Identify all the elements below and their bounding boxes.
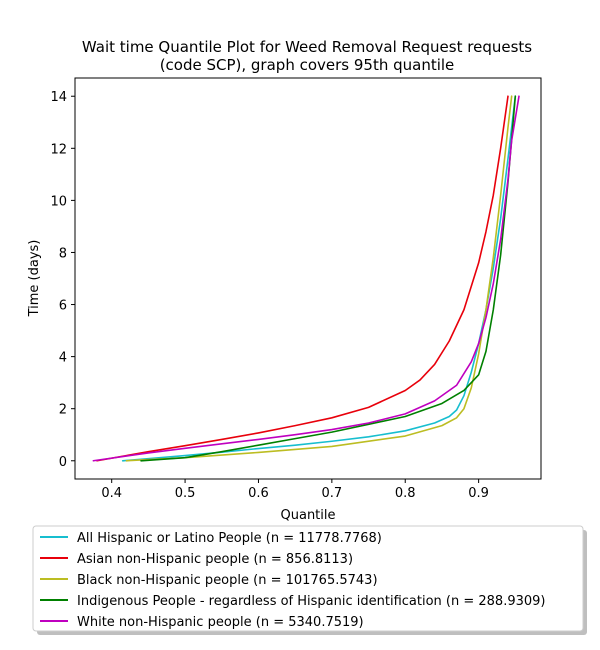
y-tick-label: 4: [59, 351, 67, 366]
series-line-4: [92, 95, 520, 462]
legend-label-0: All Hispanic or Latino People (n = 11778…: [77, 531, 382, 546]
y-tick-label: 12: [50, 142, 67, 157]
x-axis: 0.4 0.5 0.6 0.7 0.8 0.9: [101, 479, 489, 501]
series-line-2: [125, 95, 513, 462]
series-line-1: [96, 95, 509, 462]
x-tick-label: 0.8: [395, 486, 416, 501]
y-axis-label: Time (days): [27, 240, 42, 318]
y-tick-label: 0: [59, 455, 67, 470]
chart-title-line-1: Wait time Quantile Plot for Weed Removal…: [82, 38, 532, 56]
x-tick-label: 0.7: [322, 486, 343, 501]
legend-box: [32, 525, 584, 632]
x-axis-label: Quantile: [281, 508, 336, 523]
plot-frame: [74, 77, 542, 480]
y-tick-label: 8: [59, 246, 67, 261]
legend-label-2: Black non-Hispanic people (n = 101765.57…: [77, 573, 378, 588]
y-axis: 0 2 4 6 8 10 12 14: [50, 90, 75, 470]
plot-lines: [92, 95, 520, 462]
x-tick-label: 0.6: [248, 486, 269, 501]
series-line-3: [140, 95, 517, 462]
chart-title-line-2: (code SCP), graph covers 95th quantile: [160, 56, 455, 74]
legend-label-3: Indigenous People - regardless of Hispan…: [77, 594, 546, 609]
x-tick-label: 0.9: [468, 486, 489, 501]
legend-label-4: White non-Hispanic people (n = 5340.7519…: [77, 615, 364, 630]
x-tick-label: 0.4: [101, 486, 122, 501]
y-tick-label: 2: [59, 403, 67, 418]
legend: All Hispanic or Latino People (n = 11778…: [32, 525, 587, 635]
y-tick-label: 14: [50, 90, 67, 105]
legend-label-1: Asian non-Hispanic people (n = 856.8113): [77, 552, 353, 567]
x-tick-label: 0.5: [175, 486, 196, 501]
y-tick-label: 10: [50, 194, 67, 209]
y-tick-label: 6: [59, 299, 67, 314]
series-line-0: [121, 95, 517, 462]
